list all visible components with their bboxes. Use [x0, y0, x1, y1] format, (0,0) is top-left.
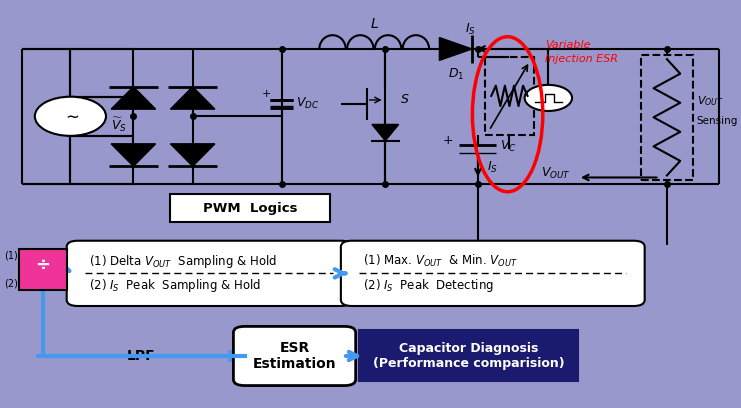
Polygon shape [170, 144, 215, 166]
FancyBboxPatch shape [233, 326, 356, 386]
Bar [485, 57, 534, 135]
Polygon shape [111, 87, 156, 109]
Text: $V_{DC}$: $V_{DC}$ [296, 95, 320, 111]
Text: ESR
Estimation: ESR Estimation [253, 341, 336, 371]
FancyBboxPatch shape [19, 249, 67, 290]
Text: (2): (2) [4, 279, 18, 288]
Text: $D_1$: $D_1$ [448, 67, 464, 82]
Text: Variable: Variable [545, 40, 590, 50]
Text: LPF: LPF [127, 349, 155, 363]
Polygon shape [439, 38, 472, 60]
FancyBboxPatch shape [170, 194, 330, 222]
Polygon shape [170, 87, 215, 109]
Text: Injection ESR: Injection ESR [545, 54, 618, 64]
Text: ÷: ÷ [35, 256, 50, 274]
Text: $L$: $L$ [370, 17, 379, 31]
FancyBboxPatch shape [341, 241, 645, 306]
Text: $V_{OUT}$: $V_{OUT}$ [541, 166, 571, 181]
Text: $\widetilde{V}_S$: $\widetilde{V}_S$ [111, 115, 127, 133]
Text: $I_S$: $I_S$ [465, 22, 476, 37]
Text: +: + [443, 134, 453, 147]
Polygon shape [372, 124, 399, 141]
Circle shape [525, 85, 572, 111]
Text: +: + [262, 89, 271, 99]
Polygon shape [111, 144, 156, 166]
Text: $S$: $S$ [400, 93, 410, 106]
Text: $\sim$: $\sim$ [62, 107, 79, 125]
Text: (2) $I_S$  Peak  Sampling & Hold: (2) $I_S$ Peak Sampling & Hold [89, 277, 261, 294]
Text: $V_{OUT}$: $V_{OUT}$ [697, 94, 723, 108]
Text: PWM  Logics: PWM Logics [203, 202, 297, 215]
Text: $V_C$: $V_C$ [500, 139, 516, 155]
Text: Sensing: Sensing [697, 116, 738, 126]
FancyBboxPatch shape [67, 241, 352, 306]
Text: (1) Delta $V_{OUT}$  Sampling & Hold: (1) Delta $V_{OUT}$ Sampling & Hold [89, 253, 277, 270]
Circle shape [35, 97, 106, 136]
FancyBboxPatch shape [359, 330, 578, 381]
Text: Capacitor Diagnosis
(Performance comparision): Capacitor Diagnosis (Performance compari… [373, 342, 565, 370]
Text: (1): (1) [4, 250, 18, 260]
Text: (2) $I_S$  Peak  Detecting: (2) $I_S$ Peak Detecting [363, 277, 494, 294]
Text: (1) Max. $V_{OUT}$  & Min. $V_{OUT}$: (1) Max. $V_{OUT}$ & Min. $V_{OUT}$ [363, 253, 518, 269]
Bar [641, 55, 693, 180]
Text: $I_S$: $I_S$ [487, 160, 498, 175]
